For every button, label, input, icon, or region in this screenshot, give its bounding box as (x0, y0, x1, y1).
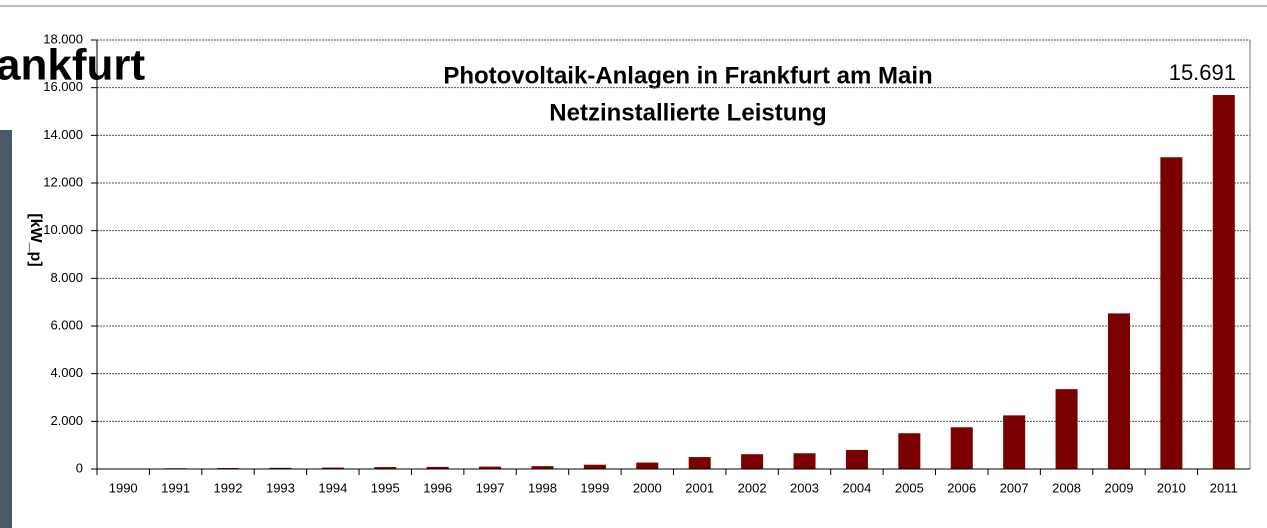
x-tick-label: 1990 (109, 480, 138, 495)
bar (1160, 157, 1183, 469)
bar (1003, 415, 1026, 469)
y-axis-label: [kW_p] (27, 213, 44, 266)
x-tick-label: 1998 (528, 480, 557, 495)
bar (269, 467, 292, 469)
x-tick-label: 2011 (1210, 480, 1238, 495)
x-tick-label: 1992 (214, 480, 243, 495)
bar (845, 449, 868, 469)
x-tick-label: 2000 (633, 480, 662, 495)
chart-title: Photovoltaik-Anlagen in Frankfurt am Mai… (443, 62, 932, 89)
y-tick-label: 4.000 (50, 365, 83, 380)
y-tick-label: 14.000 (43, 127, 83, 142)
bar (688, 457, 711, 469)
bar (531, 466, 554, 469)
x-tick-label: 2001 (685, 480, 714, 495)
bar (426, 466, 449, 469)
x-tick-label: 2006 (947, 480, 976, 495)
y-tick-label: 18.000 (43, 31, 83, 46)
x-tick-label: 1995 (371, 480, 400, 495)
x-tick-label: 2003 (790, 480, 819, 495)
bar (1055, 389, 1078, 469)
bar (636, 462, 659, 469)
y-tick-label: 6.000 (50, 317, 83, 332)
bar (1107, 313, 1130, 469)
bar (793, 453, 816, 469)
bar (950, 427, 973, 469)
y-tick-label: 16.000 (43, 79, 83, 94)
y-tick-label: 12.000 (43, 174, 83, 189)
x-tick-label: 2005 (895, 480, 924, 495)
y-tick-label: 8.000 (50, 270, 83, 285)
bar (479, 466, 502, 469)
chart-subtitle: Netzinstallierte Leistung (549, 99, 826, 126)
value-label: 15.691 (1169, 60, 1236, 85)
bar (374, 467, 397, 469)
y-tick-label: 0 (76, 460, 83, 475)
x-tick-label: 2007 (1000, 480, 1029, 495)
x-tick-label: 2002 (738, 480, 767, 495)
bar (1212, 95, 1235, 470)
y-tick-label: 2.000 (50, 413, 83, 428)
bar (583, 464, 606, 469)
slide-title: ankfurt (0, 41, 145, 90)
x-tick-label: 2008 (1052, 480, 1081, 495)
x-tick-label: 2010 (1157, 480, 1186, 495)
x-tick-label: 1993 (266, 480, 295, 495)
photo-strip (0, 130, 12, 528)
x-tick-label: 2009 (1105, 480, 1134, 495)
y-tick-label: 10.000 (43, 222, 83, 237)
x-tick-label: 1991 (161, 480, 190, 495)
bar (898, 433, 921, 469)
bar (321, 467, 344, 469)
x-tick-label: 1999 (580, 480, 609, 495)
x-tick-label: 1994 (318, 480, 347, 495)
x-tick-label: 1996 (423, 480, 452, 495)
bar (741, 454, 764, 469)
x-tick-label: 1997 (476, 480, 505, 495)
x-tick-label: 2004 (842, 480, 871, 495)
